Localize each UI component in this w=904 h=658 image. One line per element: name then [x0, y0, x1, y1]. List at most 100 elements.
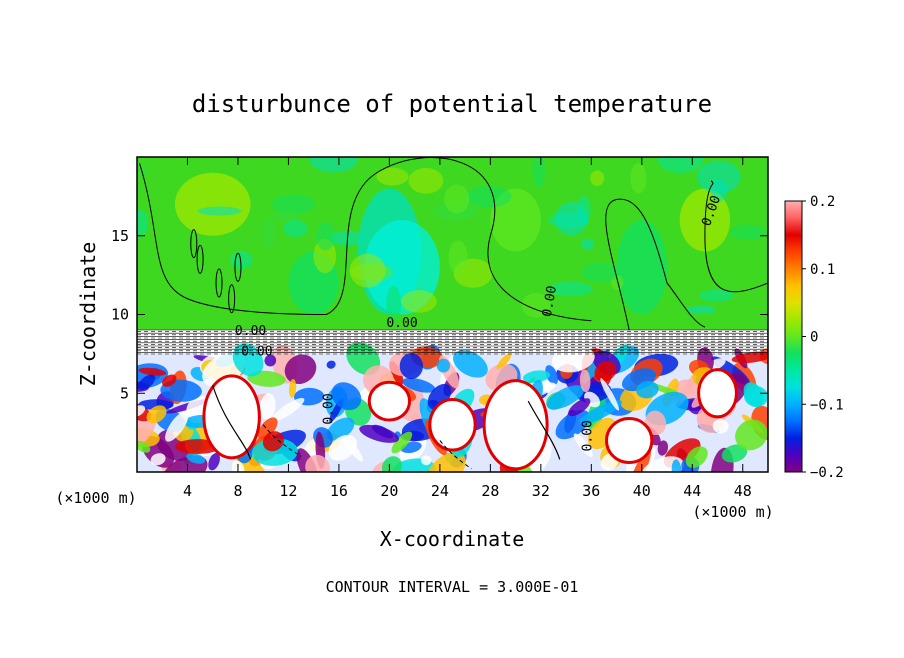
lower-blob — [165, 411, 189, 442]
lower-blob — [671, 459, 682, 472]
contour-label: 0.00 — [235, 324, 266, 339]
x-tick-label: 8 — [233, 482, 242, 500]
contour-lines: 0.000.000.000.000.000.000.00 — [137, 157, 768, 470]
upper-blob — [272, 210, 300, 222]
x-tick-label: 28 — [481, 482, 499, 500]
upper-blob — [444, 184, 470, 214]
x-tick-label: 16 — [330, 482, 348, 500]
lower-blob — [685, 446, 708, 468]
lower-blob — [257, 417, 278, 440]
upper-blob — [730, 224, 767, 241]
lower-blob — [555, 409, 591, 440]
lower-blob — [579, 400, 623, 425]
lower-blob — [146, 405, 167, 424]
lower-blob — [636, 381, 659, 399]
lower-blob — [138, 367, 167, 376]
upper-blob — [137, 163, 149, 178]
contour-line-negative — [262, 424, 472, 470]
lower-blob — [150, 453, 166, 466]
y-axis-ticks: 5 10 15 — [111, 227, 768, 402]
contour-cell — [196, 244, 204, 274]
lower-blob — [326, 417, 355, 441]
lower-layer-blobs — [137, 342, 768, 472]
lower-blob — [262, 431, 284, 452]
y-axis-label: Z-coordinate — [76, 242, 100, 387]
lower-blob — [162, 374, 177, 387]
upper-blob — [386, 285, 402, 322]
contour-line — [212, 385, 252, 460]
lower-blob — [579, 369, 591, 393]
upper-blob — [657, 157, 704, 173]
lower-blob — [284, 354, 317, 385]
upper-blob — [315, 222, 336, 251]
chart-title: disturbunce of potential temperature — [192, 90, 712, 118]
upper-blob — [521, 292, 551, 318]
upper-blob — [197, 206, 242, 216]
lower-blob — [399, 352, 423, 380]
lower-blob — [523, 370, 551, 383]
lower-blob — [628, 448, 651, 472]
lower-blob — [208, 452, 220, 471]
lower-warm-cell — [428, 398, 477, 452]
contour-cell — [234, 252, 242, 282]
lower-blob — [305, 454, 330, 472]
upper-blob — [349, 253, 386, 288]
upper-blob — [698, 289, 735, 302]
x-tick-label: 32 — [532, 482, 550, 500]
lower-blob — [260, 393, 276, 420]
contour-cell — [228, 284, 236, 314]
lower-blob — [331, 382, 362, 411]
lower-blob — [735, 419, 768, 451]
colorbar-tick-label: 0.1 — [810, 262, 835, 278]
upper-blob — [376, 167, 409, 186]
colorbar-tick-label: −0.2 — [810, 465, 844, 481]
lower-blob — [328, 434, 358, 461]
upper-blob — [137, 209, 149, 238]
lower-blob — [568, 398, 591, 417]
colorbar: 0.2 0.1 0 −0.1 −0.2 — [784, 194, 844, 481]
lower-blob — [452, 350, 488, 378]
contour-cell — [215, 268, 223, 298]
lower-blob — [326, 360, 336, 369]
contour-line — [139, 157, 592, 322]
upper-blob — [230, 250, 253, 270]
lower-blob — [594, 361, 617, 382]
x-tick-label: 36 — [582, 482, 600, 500]
upper-blob — [408, 167, 444, 194]
lower-warm-cell — [482, 379, 549, 471]
colorbar-tick-label: −0.1 — [810, 397, 844, 413]
lower-blob — [289, 378, 297, 398]
lower-blob — [743, 382, 764, 407]
contour-interval-note: CONTOUR INTERVAL = 3.000E-01 — [326, 578, 579, 596]
y-tick-label: 15 — [111, 227, 129, 245]
x-tick-label: 12 — [279, 482, 297, 500]
lower-blob — [545, 365, 559, 385]
x-unit-label: (×1000 m) — [692, 503, 773, 521]
contour-cell — [190, 229, 198, 259]
upper-blob — [532, 157, 546, 188]
upper-blob — [555, 201, 588, 236]
lower-blob — [573, 433, 593, 457]
upper-blob — [696, 160, 741, 194]
lower-blob — [391, 431, 413, 454]
lower-blob — [731, 351, 768, 364]
contour-label: 0.00 — [540, 285, 560, 318]
contour-label: 0.00 — [580, 420, 595, 451]
upper-blob — [174, 172, 251, 236]
lower-blob — [546, 385, 585, 410]
lower-blob — [600, 378, 620, 411]
upper-blob — [448, 240, 468, 274]
lower-blob — [232, 343, 264, 377]
lower-blob — [721, 444, 748, 463]
lower-blob — [137, 413, 157, 451]
x-axis-ticks: 4 8 12 16 20 24 28 32 36 40 44 48 — [183, 157, 752, 500]
upper-blob — [309, 157, 358, 173]
upper-blob — [630, 162, 647, 194]
lower-blob — [271, 397, 305, 422]
upper-blob — [581, 262, 620, 283]
upper-blob — [686, 305, 717, 314]
lower-blob — [496, 353, 512, 370]
contour-line — [527, 400, 561, 460]
upper-blob — [283, 219, 308, 238]
x-tick-label: 44 — [683, 482, 701, 500]
